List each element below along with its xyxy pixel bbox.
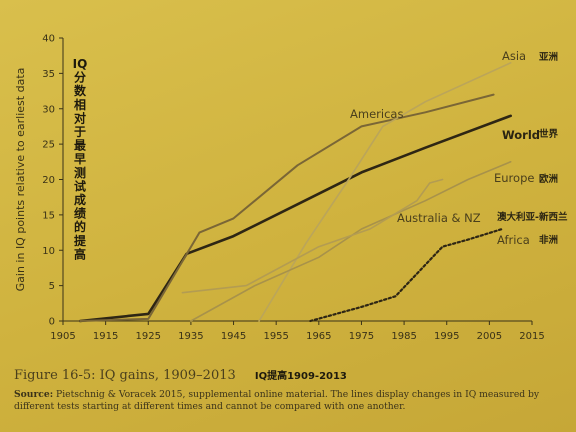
x-tick-label: 1935 — [178, 331, 203, 342]
iq-gains-chart: 0 5 10 15 20 25 30 35 40 1905 1915 1925 1935 1945 1955… — [14, 34, 568, 343]
series-line-africa — [309, 227, 504, 323]
series-label-cn-europe: 欧洲 — [539, 173, 558, 185]
x-tick-label: 1965 — [306, 331, 331, 342]
series-line-world — [78, 114, 512, 323]
x-tick-label: 2015 — [519, 331, 544, 342]
x-tick-label: 1985 — [391, 331, 416, 342]
series-line-asia — [258, 62, 512, 322]
y-axis-label-chinese: IQ 分数相对于最早测试成绩的提高 — [73, 57, 88, 261]
y-tick-label: 30 — [42, 104, 55, 115]
series-label-cn-asia: 亚洲 — [539, 52, 558, 63]
series-label-cn-australia: 澳大利亚-新西兰 — [497, 211, 568, 223]
figure-caption: Figure 16-5: IQ gains, 1909–2013 IQ提高190… — [14, 364, 564, 412]
series-label-asia: Asia — [502, 49, 526, 63]
x-tick-label: 1975 — [349, 331, 374, 342]
series-label-cn-africa: 非洲 — [539, 234, 558, 246]
series-label-world: World — [502, 128, 540, 142]
y-tick-label: 10 — [42, 246, 55, 257]
y-axis-label: Gain in IQ points relative to earliest d… — [14, 68, 27, 292]
y-tick-label: 15 — [42, 210, 55, 221]
y-tick-label: 25 — [42, 140, 55, 151]
x-tick-label: 1945 — [221, 331, 246, 342]
x-tick-label: 1905 — [50, 331, 75, 342]
series-line-europe — [190, 161, 512, 322]
x-tick-label: 1925 — [136, 331, 161, 342]
series-line-australia — [181, 178, 444, 294]
series-label-americas: Americas — [350, 107, 403, 121]
figure-source: Source: Pietschnig & Voracek 2015, suppl… — [14, 389, 564, 412]
source-label: Source: — [14, 389, 54, 400]
series-line-americas — [79, 93, 495, 322]
x-tick-label: 1995 — [434, 331, 459, 342]
y-tick-label: 40 — [42, 34, 55, 45]
series-label-australia: Australia & NZ — [397, 211, 481, 225]
figure-title-chinese: IQ提高1909-2013 — [254, 371, 347, 382]
y-tick-label: 0 — [49, 317, 55, 328]
y-tick-label: 20 — [42, 175, 55, 186]
x-tick-label: 1955 — [263, 331, 288, 342]
x-tick-label: 1915 — [93, 331, 118, 342]
figure-title: Figure 16-5: IQ gains, 1909–2013 — [14, 368, 236, 383]
y-tick-label: 35 — [42, 69, 55, 80]
x-tick-label: 2005 — [477, 331, 502, 342]
series-label-cn-world: 世界 — [539, 128, 559, 140]
series-label-europe: Europe — [494, 171, 534, 185]
y-tick-label: 5 — [49, 281, 55, 292]
series-label-africa: Africa — [497, 233, 530, 247]
source-text: Pietschnig & Voracek 2015, supplemental … — [14, 389, 540, 412]
